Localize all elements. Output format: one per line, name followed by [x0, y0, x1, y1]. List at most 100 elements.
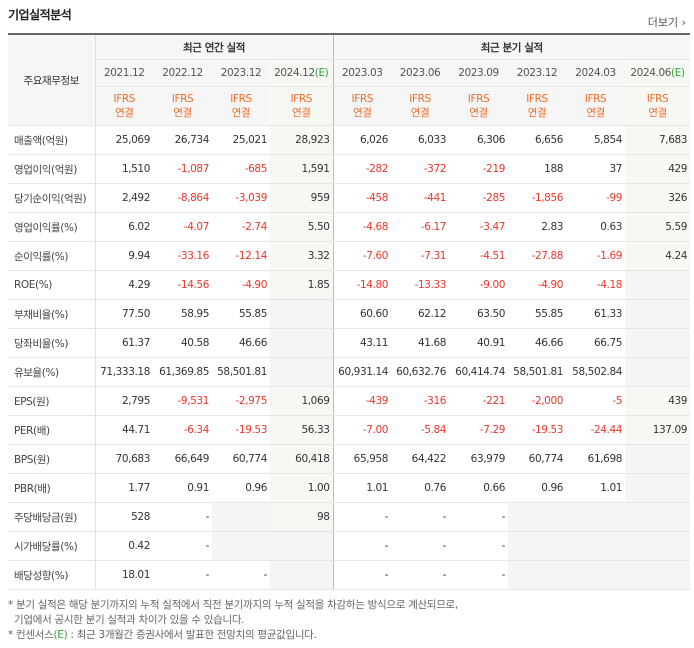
- value-cell: -: [153, 560, 212, 590]
- period-date: 2022.12: [162, 67, 203, 79]
- value-cell: 60,414.74: [449, 357, 509, 387]
- note-text: 기업에서 공시한 분기 실적과 차이가 있을 수 있습니다.: [14, 614, 245, 626]
- value-cell: -458: [332, 183, 392, 213]
- value-cell: 2.83: [508, 212, 567, 242]
- value-cell: 55.85: [508, 299, 567, 329]
- empty-cell: [625, 560, 691, 590]
- value-cell: 64,422: [391, 444, 450, 474]
- period-date: 2023.09: [458, 67, 499, 79]
- basis-scope: 연결: [291, 107, 311, 119]
- basis-scope: 연결: [586, 107, 605, 119]
- value-cell: -316: [391, 386, 450, 416]
- value-cell: 61.33: [566, 299, 626, 329]
- value-cell: -6.34: [153, 415, 212, 445]
- value-cell: 58.95: [153, 299, 212, 329]
- basis-header: IFRS 연결: [270, 86, 334, 126]
- value-cell: 1.00: [270, 473, 334, 503]
- basis-scope: 연결: [469, 107, 488, 119]
- value-cell: -9,531: [153, 386, 212, 416]
- row-label: 배당성향(%): [8, 560, 96, 590]
- value-cell: 40.91: [449, 328, 509, 358]
- value-cell: -: [153, 502, 212, 532]
- more-text[interactable]: 더보기: [647, 16, 679, 29]
- value-cell: -1,087: [153, 154, 212, 184]
- period-header: 2022.12: [153, 59, 212, 87]
- basis-scope: 연결: [527, 107, 547, 119]
- value-cell: 58,501.81: [212, 357, 270, 387]
- value-cell: 1,510: [95, 154, 153, 184]
- value-cell: 5.59: [625, 212, 691, 242]
- value-cell: 60,774: [508, 444, 567, 474]
- row-label: 유보율(%): [8, 357, 96, 387]
- value-cell: -3,039: [212, 183, 270, 213]
- value-cell: 61,369.85: [153, 357, 212, 387]
- value-cell: -19.53: [508, 415, 567, 445]
- note-text: * 분기 실적은 해당 분기까지의 누적 실적에서 직전 분기까지의 누적 실적…: [8, 599, 458, 611]
- value-cell: -4.68: [332, 212, 392, 242]
- basis-standard: IFRS: [171, 93, 194, 105]
- row-label: 영업이익률(%): [8, 212, 96, 242]
- value-cell: 25,021: [212, 125, 270, 155]
- value-cell: 65,958: [332, 444, 392, 474]
- empty-cell: [508, 531, 567, 561]
- value-cell: 528: [95, 502, 153, 532]
- more-arrow[interactable]: ›: [681, 16, 686, 29]
- value-cell: 0.42: [95, 531, 153, 561]
- value-cell: -372: [391, 154, 450, 184]
- value-cell: -7.00: [332, 415, 392, 445]
- data-row: 영업이익률(%) 6.02 -4.07 -2.74 5.50 -4.68 -6.17 -3.4…: [8, 212, 691, 242]
- value-cell: 98: [270, 502, 334, 532]
- period-header: 2023.12: [508, 59, 567, 87]
- estimate-mark: (E): [314, 67, 329, 79]
- data-row: 영업이익(억원) 1,510 -1,087 -685 1,591 -282 -372 -219…: [8, 154, 691, 184]
- value-cell: -14.80: [332, 270, 392, 300]
- section-title: 기업실적분석: [8, 8, 72, 22]
- value-cell: 41.68: [391, 328, 450, 358]
- data-row: 당좌비율(%) 61.37 40.58 46.66 43.11 41.68 40.91 46.…: [8, 328, 691, 358]
- basis-standard: IFRS: [290, 93, 313, 105]
- value-cell: -285: [449, 183, 509, 213]
- value-cell: 60,418: [270, 444, 334, 474]
- empty-cell: [270, 328, 334, 358]
- value-cell: 56.33: [270, 415, 334, 445]
- value-cell: 6,026: [332, 125, 392, 155]
- value-cell: -27.88: [508, 241, 567, 271]
- period-date: 2024.12: [274, 67, 315, 79]
- basis-standard: IFRS: [526, 93, 548, 105]
- basis-standard: IFRS: [646, 93, 669, 105]
- more-link[interactable]: 더보기 ›: [648, 14, 686, 30]
- row-label: 영업이익(억원): [8, 154, 96, 184]
- value-cell: 6,306: [449, 125, 509, 155]
- value-cell: 46.66: [212, 328, 270, 358]
- value-cell: -: [332, 531, 392, 561]
- data-row: PBR(배) 1.77 0.91 0.96 1.00 1.01 0.76 0.66 0.96 1.…: [8, 473, 691, 503]
- value-cell: 1,591: [270, 154, 334, 184]
- period-date: 2023.06: [399, 67, 441, 79]
- value-cell: 2,795: [95, 386, 153, 416]
- empty-cell: [508, 560, 567, 590]
- empty-cell: [625, 531, 691, 561]
- value-cell: -221: [449, 386, 509, 416]
- empty-cell: [212, 502, 270, 532]
- value-cell: -4.51: [449, 241, 509, 271]
- value-cell: -2,975: [212, 386, 270, 416]
- corner-header: 주요재무정보: [8, 33, 96, 126]
- value-cell: 6,656: [508, 125, 567, 155]
- basis-standard: IFRS: [230, 93, 252, 105]
- value-cell: 7,683: [625, 125, 691, 155]
- period-header: 2024.06(E): [625, 59, 691, 87]
- value-cell: -12.14: [212, 241, 270, 271]
- value-cell: 70,683: [95, 444, 153, 474]
- basis-header: IFRS 연결: [332, 86, 392, 126]
- value-cell: -99: [566, 183, 626, 213]
- basis-standard: IFRS: [409, 93, 431, 105]
- value-cell: -: [391, 502, 450, 532]
- value-cell: -: [332, 560, 392, 590]
- period-date: 2023.12: [516, 67, 558, 79]
- empty-cell: [508, 502, 567, 532]
- value-cell: 6.02: [95, 212, 153, 242]
- value-cell: 1.01: [566, 473, 626, 503]
- value-cell: -19.53: [212, 415, 270, 445]
- value-cell: -: [391, 560, 450, 590]
- value-cell: -4.90: [508, 270, 567, 300]
